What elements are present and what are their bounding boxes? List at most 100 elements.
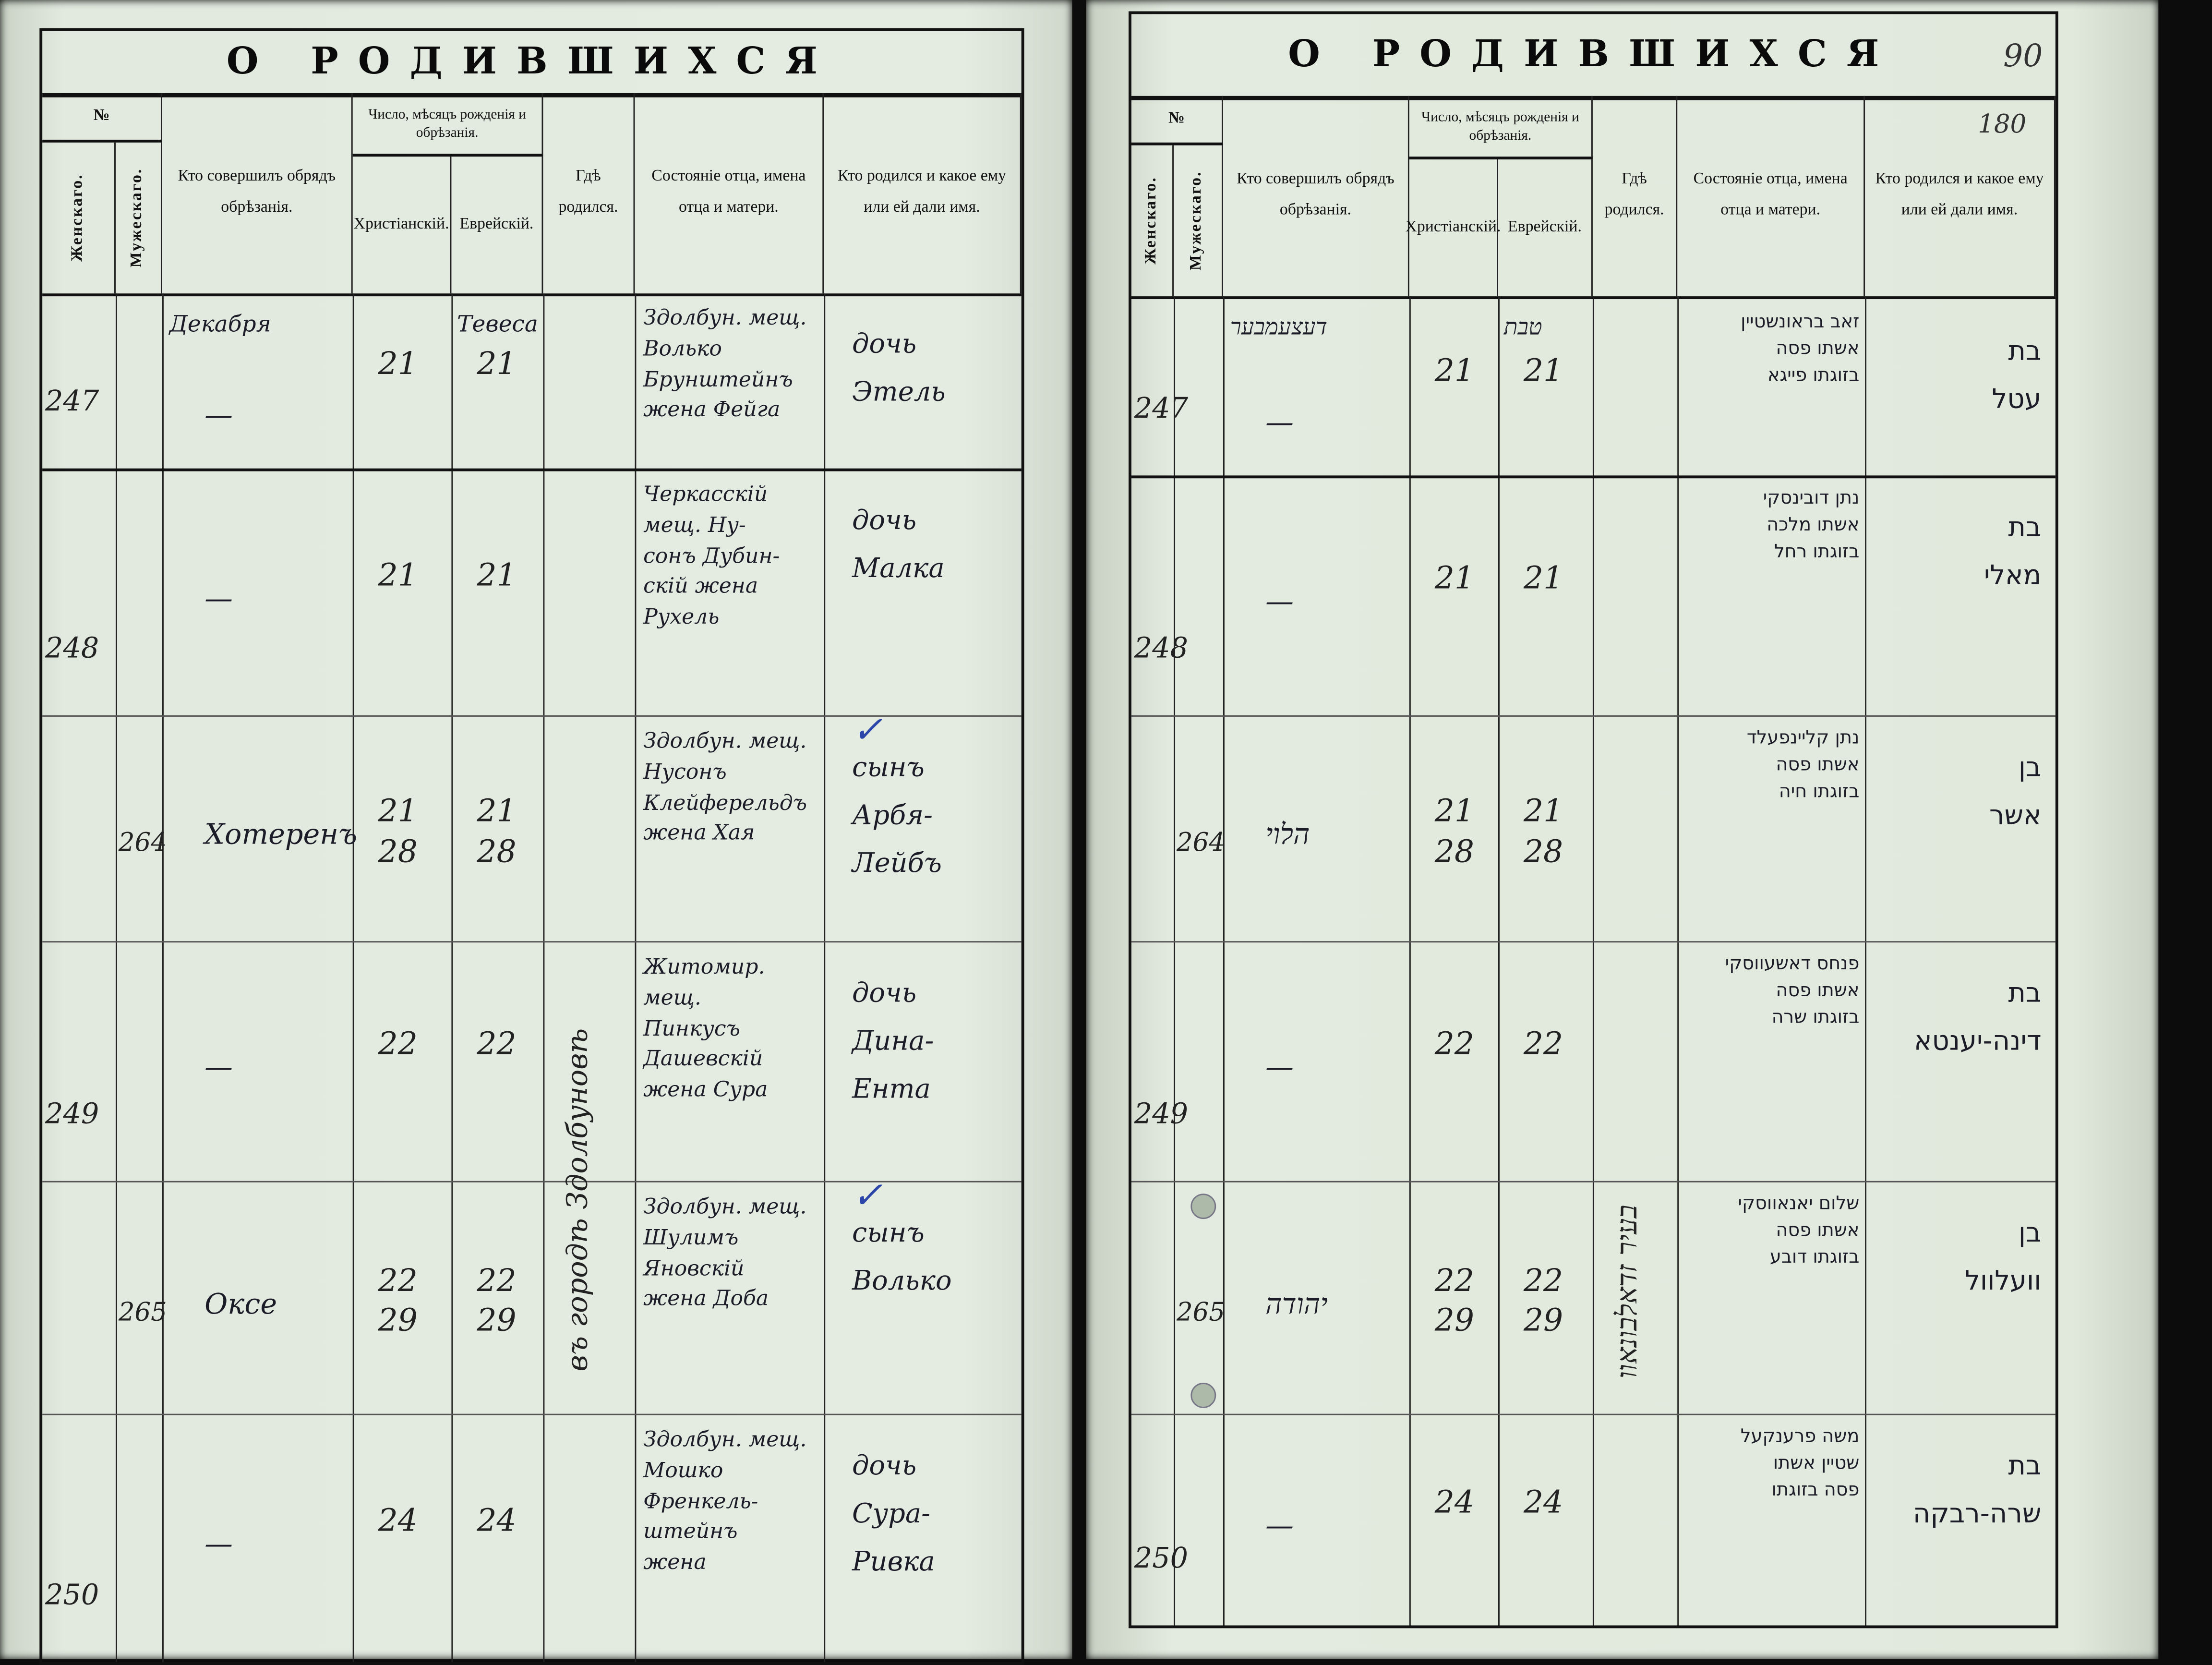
christian-date: 22: [378, 1027, 418, 1062]
month-jewish: Тевеса: [457, 310, 538, 338]
column-divider: [451, 293, 453, 1662]
verification-mark: ✓: [852, 710, 883, 752]
table-row: 248 — 21 21 Черкасскій мещ. Ну- сонъ Дубин- …: [42, 469, 1022, 715]
register-table: О РОДИВШИХСЯ Женскаго. Мужескаго. Кто совер…: [1129, 11, 2058, 1629]
performer-column-header: Кто совершилъ обрядъ обрѣзанія.: [1223, 96, 1409, 297]
column-divider: [352, 293, 354, 1662]
parents-column-header: Состояніе отца, имена отца и матери.: [1677, 96, 1865, 297]
jewish-date-header-text: Еврейскій.: [1507, 218, 1582, 235]
female-entry-number: 249: [45, 1096, 99, 1130]
child-column-header-text: Кто родился и какое ему или ей дали имя.: [1875, 171, 2044, 219]
folio-number-secondary: 180: [1978, 110, 2027, 140]
row-divider: [42, 941, 1022, 943]
column-divider: [543, 293, 545, 1662]
christian-date: 21 28: [378, 794, 418, 870]
birthplace-vertical: въ городѣ Здолбуновѣ: [560, 1028, 594, 1372]
female-entry-number: 250: [45, 1577, 99, 1612]
parents-entry: זאב בראונשטיין אשתו פסה בזוגתו פייגא: [1741, 312, 1860, 386]
table-row: 247 — 21 21 זאב בראונשטיין אשתו פסה בזוגתו פ…: [1131, 299, 2056, 475]
child-entry: בן וועלוול: [1965, 1218, 2042, 1297]
date-group-header: Число, мѣсяцъ рожденія и обрѣзанія.: [1409, 96, 1593, 160]
child-entry: дочь Сура- Ривка: [852, 1450, 935, 1578]
row-divider: [1131, 941, 2056, 943]
jewish-date-header: Еврейскій.: [451, 157, 543, 294]
table-row: 249 — 22 22 פנחס דאשעווסקי אשתו פסה בזוגתו ש…: [1131, 941, 2056, 1181]
folio-number: 90: [2003, 39, 2043, 75]
child-entry: בת עטל: [1992, 336, 2042, 415]
male-entry-number: 264: [118, 828, 167, 858]
parents-entry: Здолбун. мещ. Мошко Френкель- штейнъ жен…: [643, 1426, 807, 1575]
register-table: О РОДИВШИХСЯ Женскаго. Мужескаго. Кто совер…: [39, 28, 1024, 1665]
parents-column-header-text: Состояніе отца, имена отца и матери.: [651, 168, 806, 216]
jewish-date: 22: [477, 1027, 517, 1062]
column-divider: [1592, 296, 1594, 1626]
binding-hole: [1190, 1383, 1216, 1408]
performer: —: [204, 1526, 233, 1561]
child-entry: сынъ Арбя- Лейбъ: [852, 752, 942, 880]
christian-date: 21: [1434, 353, 1475, 389]
left-page: О РОДИВШИХСЯ Женскаго. Мужескаго. Кто совер…: [0, 0, 1072, 1665]
parents-entry: Черкасскій мещ. Ну- сонъ Дубин- скій жен…: [643, 481, 780, 629]
binding-hole: [1190, 1194, 1216, 1219]
parents-column-header-text: Состояніе отца, имена отца и матери.: [1693, 171, 1848, 219]
column-divider: [824, 293, 826, 1662]
column-divider: [1223, 296, 1225, 1626]
male-column-header: Мужескаго.: [116, 142, 162, 294]
jewish-date: 21: [1523, 353, 1563, 389]
row-divider: [1131, 1181, 2056, 1182]
table-row: 247 — 21 21 Здолбун. мещ. Волько Брунштейнъ …: [42, 292, 1022, 468]
male-column-header-text: Мужескаго.: [128, 168, 145, 268]
month-christian: Декабря: [169, 310, 271, 338]
child-entry: сынъ Волько: [852, 1218, 952, 1297]
performer: —: [1265, 1508, 1294, 1543]
jewish-date: 21 28: [477, 794, 517, 870]
parents-entry: פנחס דאשעווסקי אשתו פסה בזוגתו שרה: [1725, 953, 1860, 1028]
christian-date: 24: [1434, 1485, 1475, 1521]
jewish-date-header-text: Еврейскій.: [459, 215, 534, 232]
row-divider: [1131, 475, 2056, 479]
column-divider: [1409, 296, 1411, 1626]
birthplace-column-header-text: Гдѣ родился.: [558, 168, 618, 216]
child-entry: дочь Малка: [852, 505, 945, 585]
performer-column-header-text: Кто совершилъ обрядъ обрѣзанія.: [1237, 171, 1395, 219]
number-column-header: №: [42, 93, 162, 143]
female-entry-number: 248: [45, 630, 99, 665]
christian-date: 21: [378, 558, 418, 593]
christian-date: 24: [378, 1504, 418, 1540]
page-title: О РОДИВШИХСЯ: [42, 31, 1022, 97]
date-group-header: Число, мѣсяцъ рожденія и обрѣзанія.: [352, 93, 543, 157]
right-page: О РОДИВШИХСЯ Женскаго. Мужескаго. Кто совер…: [1086, 0, 2159, 1660]
column-divider: [115, 293, 117, 1662]
christian-date: 21 28: [1434, 794, 1475, 870]
performer: הלוי: [1265, 817, 1310, 851]
male-entry-number: 265: [118, 1297, 167, 1327]
performer: —: [204, 397, 233, 431]
table-row: 250 — 24 24 Здолбун. мещ. Мошко Френкель- шт…: [42, 1414, 1022, 1662]
parents-entry: Житомир. мещ. Пинкусъ Дашевскій жена Сур…: [643, 953, 768, 1102]
child-column-header: Кто родился и какое ему или ей дали имя.: [1865, 96, 2056, 297]
table-row: 249 — 22 22 Житомир. мещ. Пинкусъ Дашевскій …: [42, 941, 1022, 1181]
female-column-header: Женскаго.: [1131, 145, 1174, 297]
column-divider: [1498, 296, 1500, 1626]
parents-entry: נתן קליינפעלד אשתו פסה בזוגתו חיה: [1746, 728, 1860, 803]
performer: —: [1265, 584, 1294, 618]
female-entry-number: 249: [1134, 1096, 1189, 1130]
table-row: 264 Хотеренъ 21 28 21 28 Здолбун. мещ. Нусон…: [42, 710, 1022, 941]
male-column-header: Мужескаго.: [1174, 145, 1223, 297]
parents-entry: שלום יאנאווסקי אשתו פסה בזוגתו דובע: [1738, 1194, 1860, 1268]
christian-date-header-text: Христіанскій.: [1405, 218, 1501, 235]
birthplace-column-header: Гдѣ родился.: [543, 93, 635, 294]
christian-date-header-text: Христіанскій.: [353, 215, 449, 232]
jewish-date: 21: [477, 558, 517, 593]
row-divider: [42, 1181, 1022, 1182]
jewish-date: 24: [1523, 1485, 1563, 1521]
parents-entry: Здолбун. мещ. Волько Брунштейнъ жена Фей…: [643, 304, 807, 422]
child-entry: בת דינה-יענטא: [1914, 977, 2042, 1057]
parents-entry: Здолбун. мещ. Шулимъ Яновскій жена Доба: [643, 1194, 807, 1311]
table-row: 248 — 21 21 נתן דובינסקי אשתו מלכה בזוגתו רח…: [1131, 475, 2056, 715]
performer: Хотеренъ: [204, 817, 358, 851]
female-entry-number: 248: [1134, 630, 1189, 665]
male-entry-number: 264: [1176, 828, 1225, 858]
christian-date: 22: [1434, 1027, 1475, 1062]
